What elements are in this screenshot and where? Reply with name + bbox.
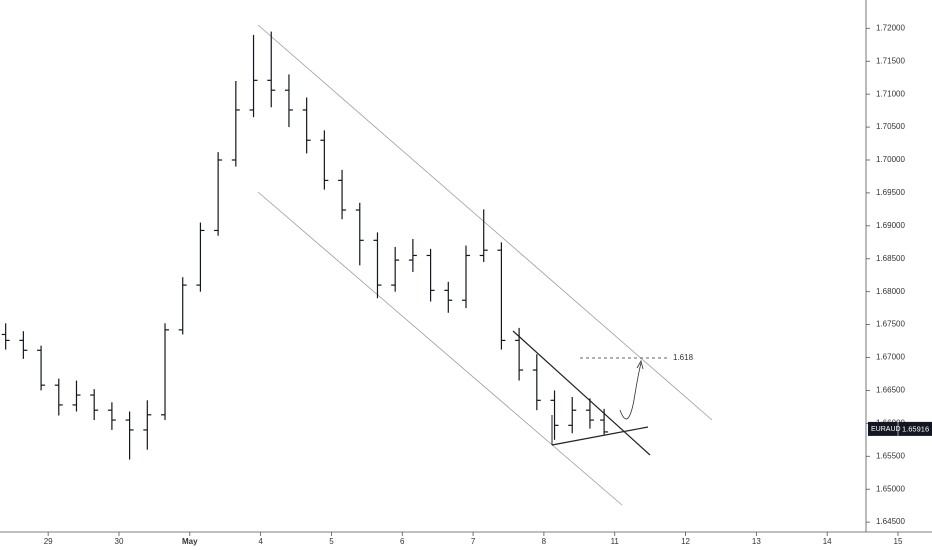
symbol-label: EURAUD: [871, 426, 901, 433]
x-tick-label: May: [182, 537, 198, 546]
x-tick-label: 30: [115, 537, 124, 546]
target-label: 1.618: [673, 353, 694, 362]
y-tick-label: 1.66500: [876, 386, 905, 395]
x-tick-label: 6: [400, 537, 405, 546]
triangle-upper: [512, 330, 651, 456]
arrow-head: [636, 359, 644, 370]
projection-arrow: [619, 362, 642, 420]
x-tick-label: 4: [258, 537, 263, 546]
y-tick-label: 1.72000: [876, 23, 905, 32]
y-tick-label: 1.67500: [876, 320, 905, 329]
y-tick-label: 1.71500: [876, 56, 905, 65]
x-tick-label: 15: [894, 537, 903, 546]
y-tick-label: 1.68500: [876, 254, 905, 263]
x-tick-label: 5: [329, 537, 334, 546]
y-tick-label: 1.70500: [876, 122, 905, 131]
channel-upper: [257, 24, 713, 421]
x-tick-label: 14: [823, 537, 832, 546]
x-tick-label: 8: [542, 537, 547, 546]
y-tick-label: 1.69000: [876, 221, 905, 230]
x-tick-label: 11: [611, 537, 620, 546]
y-tick-label: 1.65000: [876, 484, 905, 493]
y-tick-label: 1.71000: [876, 89, 905, 98]
y-tick-label: 1.70000: [876, 155, 905, 164]
y-tick-label: 1.69500: [876, 188, 905, 197]
x-tick-label: 29: [44, 537, 53, 546]
x-tick-label: 12: [681, 537, 690, 546]
x-tick-label: 13: [752, 537, 761, 546]
y-tick-label: 1.68000: [876, 287, 905, 296]
y-tick-label: 1.64500: [876, 517, 905, 526]
last-price-box: [868, 421, 932, 436]
y-tick-label: 1.67000: [876, 353, 905, 362]
channel-lower: [257, 191, 623, 506]
x-tick-label: 7: [471, 537, 476, 546]
last-price-label: 1.65916: [902, 424, 929, 433]
triangle-lower: [551, 426, 649, 446]
y-tick-label: 1.65500: [876, 451, 905, 460]
